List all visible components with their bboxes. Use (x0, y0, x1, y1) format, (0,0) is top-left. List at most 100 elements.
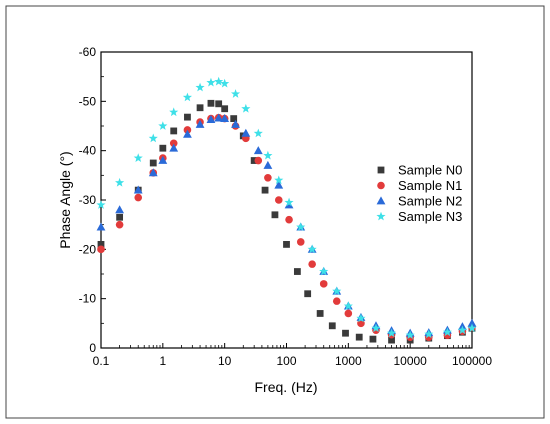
data-point-star (148, 133, 158, 143)
data-point-triangle (96, 222, 106, 231)
data-point-circle (115, 220, 124, 229)
data-point-triangle (214, 113, 224, 122)
data-point-circle (97, 245, 105, 254)
x-tick-label: 1 (159, 354, 166, 368)
data-point-square (116, 213, 124, 221)
data-point-square (283, 241, 290, 248)
data-point-circle (332, 297, 341, 305)
data-point-triangle (263, 160, 273, 169)
data-point-circle (169, 139, 178, 148)
data-point-star (371, 323, 381, 333)
axis-ticks: 0.1 1 10 100 1000 10000 100000 0 -10 -20 -30 -40 -50… (79, 45, 493, 368)
data-point-star (253, 128, 263, 138)
data-point-circle (264, 174, 272, 182)
legend-label: Sample N3 (398, 209, 462, 224)
x-tick-label: 10 (218, 354, 232, 368)
data-point-star (263, 150, 273, 160)
legend-marker-square (377, 166, 385, 174)
data-point-square (304, 290, 312, 298)
data-point-star (133, 153, 143, 162)
y-tick-label: -50 (79, 94, 97, 108)
data-point-circle (285, 215, 293, 224)
data-point-triangle (183, 129, 192, 138)
data-point-triangle (241, 128, 251, 137)
data-point-circle (344, 309, 353, 318)
data-point-star (96, 200, 106, 209)
data-point-star (115, 177, 125, 187)
data-point-star (356, 313, 366, 323)
legend-label: Sample N0 (398, 163, 462, 178)
data-point-circle (319, 280, 328, 288)
x-tick-label: 100000 (452, 354, 492, 368)
data-point-square (369, 335, 377, 343)
data-point-square (355, 333, 363, 341)
data-point-triangle (195, 119, 205, 128)
data-point-star (182, 92, 192, 102)
data-point-square (230, 115, 238, 122)
data-point-triangle (158, 155, 168, 164)
data-marks (96, 76, 477, 344)
data-point-square (159, 144, 167, 152)
data-point-star (158, 121, 168, 130)
data-point-circle (254, 156, 263, 165)
data-point-circle (274, 196, 283, 204)
y-tick-label: -60 (79, 45, 97, 59)
y-tick-label: 0 (89, 341, 96, 355)
y-tick-label: -10 (79, 292, 97, 306)
y-tick-label: -30 (79, 193, 97, 207)
data-point-square (316, 310, 324, 317)
data-point-circle (296, 238, 305, 246)
data-point-star (343, 301, 353, 310)
data-point-triangle (115, 205, 125, 214)
data-point-star (241, 103, 251, 113)
x-axis-title: Freq. (Hz) (255, 379, 318, 395)
data-point-triangle (148, 168, 158, 177)
data-point-triangle (133, 185, 143, 194)
data-point-square (215, 100, 223, 108)
data-point-star (332, 286, 342, 296)
data-point-square (261, 186, 269, 194)
x-tick-label: 1000 (335, 354, 362, 368)
data-point-star (424, 329, 434, 339)
data-point-triangle (169, 143, 179, 152)
series-star (96, 76, 477, 340)
x-tick-label: 100 (276, 354, 296, 368)
data-point-triangle (253, 146, 263, 155)
data-point-square (184, 113, 191, 121)
data-point-square (207, 99, 215, 107)
data-point-square (170, 127, 178, 135)
data-point-star (319, 266, 329, 276)
legend-marker-star (376, 211, 386, 221)
data-point-circle (134, 193, 143, 202)
data-point-square (196, 104, 204, 112)
data-point-star (405, 330, 415, 340)
data-point-triangle (274, 180, 284, 189)
data-point-star (214, 76, 224, 86)
data-point-square (342, 329, 349, 337)
data-point-star (386, 328, 397, 338)
data-point-triangle (206, 114, 216, 123)
data-point-square (149, 159, 157, 167)
data-point-triangle (220, 114, 230, 122)
data-point-square (293, 268, 301, 275)
data-point-triangle (231, 119, 240, 128)
data-point-square (250, 157, 258, 164)
data-point-circle (308, 260, 316, 268)
y-tick-label: -40 (79, 144, 97, 158)
y-axis-title: Phase Angle (°) (57, 151, 73, 248)
data-point-star (467, 323, 477, 333)
data-point-triangle (467, 318, 477, 327)
data-point-star (220, 78, 230, 88)
x-tick-label: 0.1 (93, 354, 110, 368)
data-point-star (296, 222, 306, 232)
data-point-star (284, 197, 294, 207)
x-tick-label: 10000 (393, 354, 427, 368)
legend-marker-circle (377, 181, 385, 190)
data-point-star (206, 77, 216, 87)
legend-label: Sample N1 (398, 178, 462, 193)
data-point-square (97, 241, 105, 248)
data-point-square (271, 211, 279, 219)
data-point-star (307, 244, 317, 254)
legend-label: Sample N2 (398, 194, 462, 209)
